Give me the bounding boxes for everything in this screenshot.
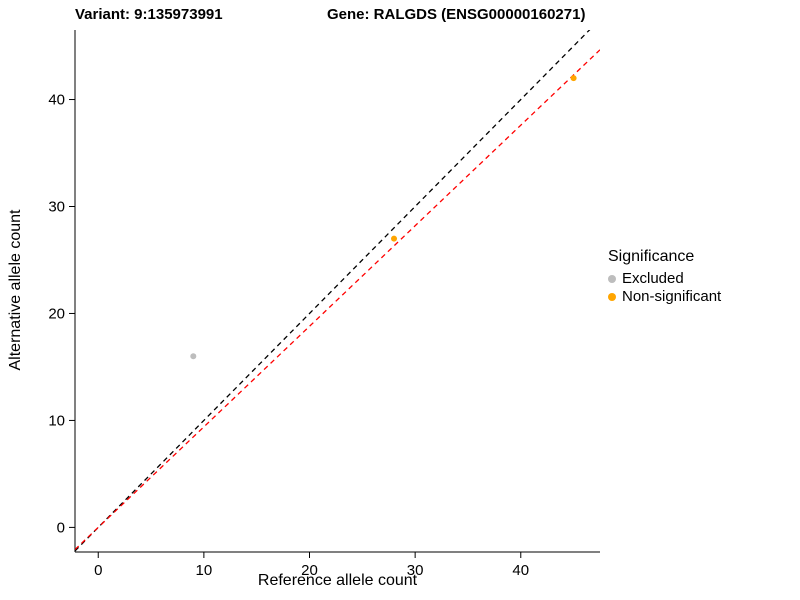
y-tick-label: 0 bbox=[57, 519, 65, 536]
x-tick-label: 20 bbox=[301, 562, 318, 579]
data-point bbox=[570, 75, 577, 82]
legend: Significance Excluded Non-significant bbox=[608, 248, 721, 306]
legend-key-nonsignificant-icon bbox=[608, 293, 616, 301]
y-axis-label: Alternative allele count bbox=[7, 209, 24, 371]
x-axis-label: Reference allele count bbox=[257, 572, 418, 589]
data-point bbox=[190, 353, 197, 360]
x-tick-label: 10 bbox=[196, 562, 213, 579]
x-tick-label: 30 bbox=[407, 562, 424, 579]
plot-title-gene: Gene: RALGDS (ENSG00000160271) bbox=[327, 6, 586, 23]
data-point bbox=[391, 235, 398, 242]
legend-entry-nonsignificant: Non-significant bbox=[608, 288, 721, 306]
x-tick-label: 0 bbox=[94, 562, 102, 579]
legend-label-nonsignificant: Non-significant bbox=[622, 288, 722, 305]
fit-line bbox=[75, 49, 600, 550]
y-tick-label: 20 bbox=[48, 305, 65, 322]
y-tick-label: 30 bbox=[48, 198, 65, 215]
legend-label-excluded: Excluded bbox=[622, 270, 684, 287]
legend-key-excluded-icon bbox=[608, 275, 616, 283]
identity-line bbox=[75, 30, 591, 552]
plot-title-variant: Variant: 9:135973991 bbox=[75, 6, 223, 23]
legend-entry-excluded: Excluded bbox=[608, 270, 721, 288]
legend-title: Significance bbox=[608, 248, 695, 265]
y-tick-label: 40 bbox=[48, 92, 65, 109]
x-tick-label: 40 bbox=[512, 562, 529, 579]
y-tick-label: 10 bbox=[48, 412, 65, 429]
